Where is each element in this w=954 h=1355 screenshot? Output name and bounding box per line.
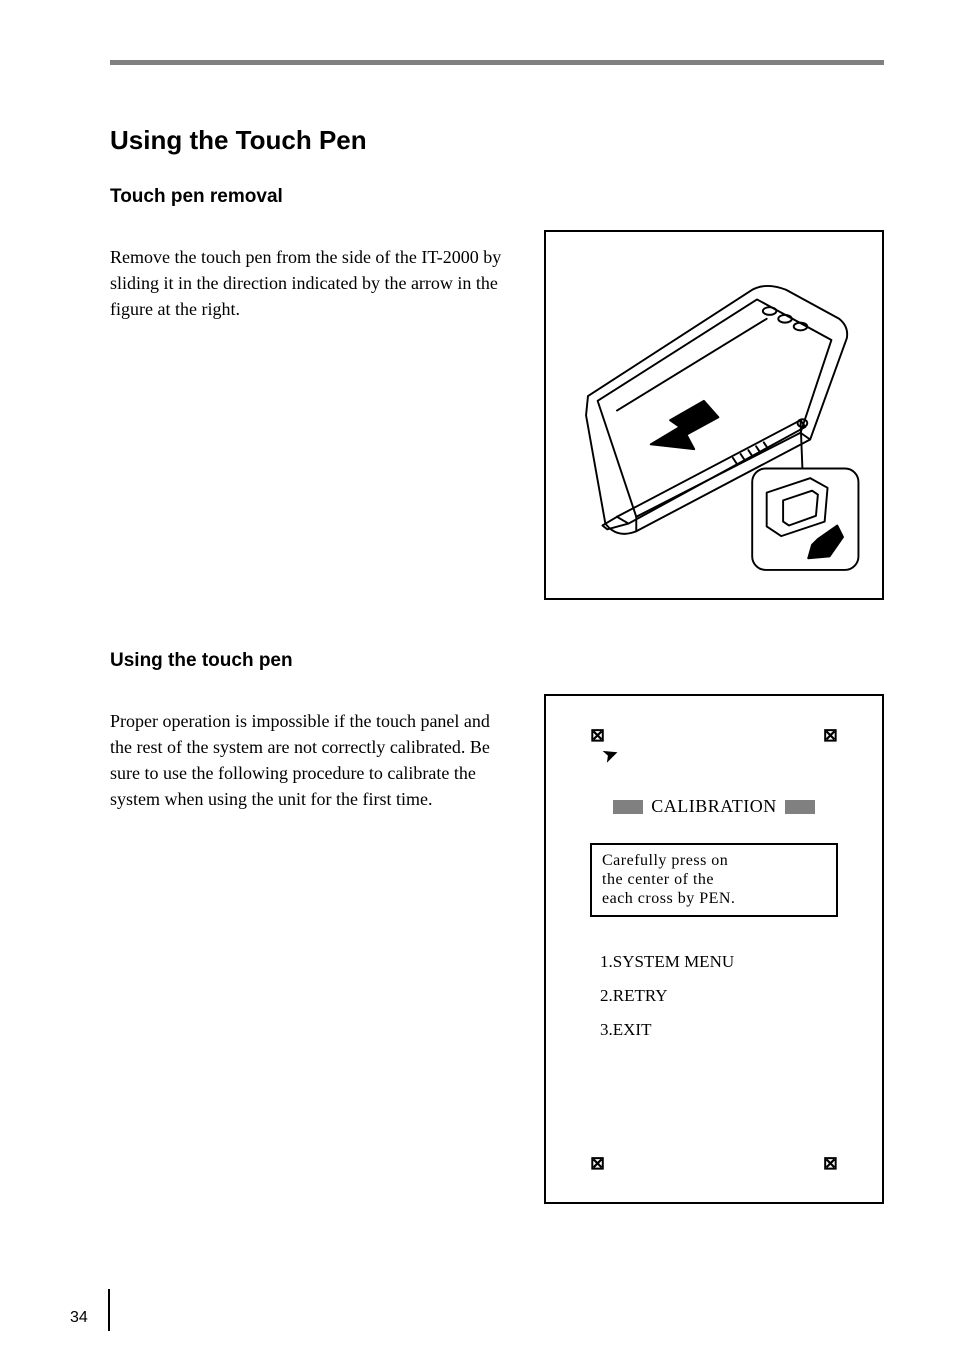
menu-item-exit[interactable]: 3.EXIT (600, 1013, 838, 1047)
cal-cross-tl: ⊠ (590, 726, 605, 744)
title-block-right (785, 800, 815, 814)
pen-removal-body: Remove the touch pen from the side of th… (110, 244, 514, 322)
menu-item-system[interactable]: 1.SYSTEM MENU (600, 945, 838, 979)
cal-cross-br: ⊠ (823, 1154, 838, 1172)
cal-cross-tr: ⊠ (823, 726, 838, 744)
calibration-title-row: CALIBRATION (590, 796, 838, 817)
pen-removal-row: Remove the touch pen from the side of th… (110, 226, 884, 600)
instr-line: the center of the (602, 870, 826, 889)
cal-cross-bl: ⊠ (590, 1154, 605, 1172)
using-pen-heading: Using the touch pen (110, 650, 884, 672)
section-title: Using the Touch Pen (110, 125, 884, 156)
using-pen-body: Proper operation is impossible if the to… (110, 708, 514, 812)
pen-removal-heading: Touch pen removal (110, 186, 884, 208)
menu-item-retry[interactable]: 2.RETRY (600, 979, 838, 1013)
header-rule (110, 60, 884, 65)
instr-line: each cross by PEN. (602, 889, 826, 908)
device-pen-drawing (559, 247, 868, 584)
calibration-title: CALIBRATION (651, 796, 777, 817)
pen-removal-illustration (544, 230, 884, 600)
calibration-instruction: Carefully press on the center of the eac… (590, 843, 838, 917)
page: Using the Touch Pen Touch pen removal Re… (0, 0, 954, 1355)
title-block-left (613, 800, 643, 814)
instr-line: Carefully press on (602, 851, 826, 870)
pen-cursor-icon: ➤ (598, 740, 622, 769)
calibration-menu: 1.SYSTEM MENU 2.RETRY 3.EXIT (590, 945, 838, 1047)
calibration-screen: ⊠ ⊠ ⊠ ⊠ ➤ CALIBRATION Carefully press on… (544, 694, 884, 1204)
using-pen-row: Proper operation is impossible if the to… (110, 690, 884, 1204)
footer-rule (108, 1289, 110, 1331)
page-number: 34 (70, 1309, 88, 1327)
